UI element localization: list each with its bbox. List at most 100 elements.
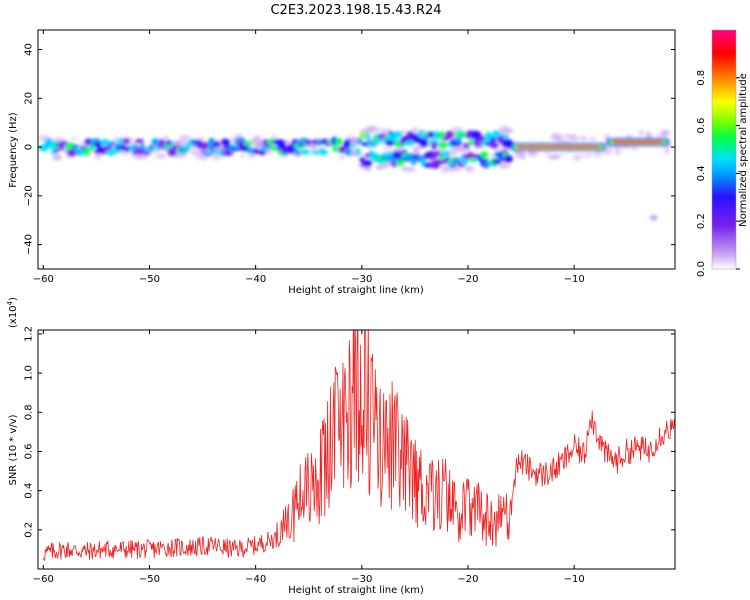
spectrogram-blob bbox=[470, 130, 482, 140]
spectrogram-blob bbox=[121, 138, 131, 145]
y-tick-label: −40 bbox=[24, 234, 35, 255]
spectrogram-blob bbox=[553, 133, 564, 142]
y-tick-label: 1.2 bbox=[24, 326, 35, 342]
spectrogram-blob bbox=[448, 148, 459, 155]
y-tick-label: 40 bbox=[24, 43, 35, 56]
spectrogram-blob bbox=[363, 159, 373, 167]
x-tick-label: −20 bbox=[457, 574, 478, 585]
spectrogram-blob bbox=[148, 145, 154, 150]
spectrogram-blob bbox=[318, 149, 329, 156]
spectrogram-blob bbox=[332, 145, 339, 152]
spectrogram-blob bbox=[293, 149, 302, 156]
x-tick-label: −10 bbox=[564, 574, 585, 585]
colorbar-tick-label: 0.2 bbox=[696, 213, 707, 229]
spectrogram-blob bbox=[660, 129, 671, 137]
spectrogram-blob bbox=[239, 154, 246, 158]
spectrogram-blob bbox=[629, 146, 640, 151]
x-tick-label: −30 bbox=[351, 274, 372, 285]
spectrogram-blob bbox=[480, 150, 489, 159]
spectrogram-blob bbox=[94, 151, 102, 160]
spectrogram-blob bbox=[462, 142, 470, 149]
snr-panel: −60 −50 −40 −30 −20 −10 0.2 0.4 0.6 0.8 1.0 1.2 He… bbox=[6, 297, 676, 596]
spectrogram-blob bbox=[649, 214, 658, 221]
spectrogram-blob bbox=[155, 153, 167, 159]
spectrogram-blob bbox=[364, 166, 373, 172]
y-tick-label: 1.0 bbox=[24, 365, 35, 381]
spectrogram-x-label: Height of straight line (km) bbox=[288, 285, 424, 296]
spectrogram-blob bbox=[431, 141, 438, 150]
spectrogram-blob bbox=[412, 145, 421, 153]
y-tick-label: 20 bbox=[24, 92, 35, 105]
spectrogram-blob bbox=[195, 154, 202, 160]
spectrogram-blob bbox=[385, 139, 396, 146]
spectrogram-blob bbox=[438, 141, 448, 149]
spectrogram-blob bbox=[231, 146, 242, 151]
spectrogram-blob bbox=[588, 137, 597, 141]
spectrogram-blob bbox=[467, 139, 475, 146]
snr-x-ticks: −60 −50 −40 −30 −20 −10 bbox=[33, 330, 585, 585]
spectrogram-blob bbox=[53, 155, 59, 159]
spectrogram-y-label: Frequency (Hz) bbox=[8, 112, 19, 188]
colorbar-gradient bbox=[711, 29, 737, 270]
spectrogram-blob bbox=[545, 152, 551, 156]
spectrogram-blob bbox=[419, 138, 429, 148]
spectrogram-blob bbox=[181, 145, 191, 152]
spectrogram-blob bbox=[375, 165, 382, 170]
spectrogram-band-core bbox=[611, 140, 664, 144]
spectrogram-blob bbox=[404, 140, 415, 147]
spectrogram-blob bbox=[139, 143, 145, 151]
x-tick-label: −30 bbox=[351, 574, 372, 585]
colorbar-tick-label: 0.0 bbox=[696, 261, 707, 277]
colorbar-ticks: 0.0 0.2 0.4 0.6 0.8 bbox=[696, 70, 740, 277]
spectrogram-panel: −60 −50 −40 −30 −20 −10 −40 −20 0 20 40 Height of… bbox=[8, 29, 676, 296]
spectrogram-blob bbox=[638, 129, 644, 137]
spectrogram-blob bbox=[151, 138, 160, 146]
y-tick-label: 0.4 bbox=[24, 483, 35, 499]
x-tick-label: −10 bbox=[564, 274, 585, 285]
spectrogram-blob bbox=[503, 154, 513, 163]
spectrogram-blob bbox=[134, 139, 145, 144]
snr-series-line bbox=[42, 330, 675, 561]
snr-frame bbox=[37, 329, 676, 570]
snr-y-ticks: 0.2 0.4 0.6 0.8 1.0 1.2 bbox=[24, 326, 675, 538]
x-tick-label: −60 bbox=[33, 274, 54, 285]
spectrogram-blob bbox=[603, 145, 613, 150]
spectrogram-blob bbox=[393, 131, 403, 139]
spectrogram-blob bbox=[444, 130, 455, 139]
colorbar-tick-label: 0.6 bbox=[696, 118, 707, 134]
snr-y-multiplier: (x104) bbox=[6, 297, 19, 328]
spectrogram-blob bbox=[489, 142, 499, 150]
spectrogram-blob bbox=[253, 149, 261, 154]
x-tick-label: −40 bbox=[245, 574, 266, 585]
spectrogram-blob bbox=[492, 159, 502, 165]
x-tick-label: −60 bbox=[33, 574, 54, 585]
spectrogram-blob bbox=[220, 138, 231, 146]
spectrogram-x-ticks: −60 −50 −40 −30 −20 −10 bbox=[33, 30, 585, 285]
spectrogram-frame bbox=[37, 29, 676, 270]
snr-y-label: SNR (10 * v/v) bbox=[8, 414, 19, 485]
spectrogram-blob bbox=[211, 154, 222, 161]
spectrogram-blob bbox=[400, 165, 409, 170]
spectrogram-y-ticks: −40 −20 0 20 40 bbox=[24, 43, 675, 255]
spectrogram-heatmap bbox=[38, 125, 672, 221]
spectrogram-blob bbox=[254, 134, 260, 143]
snr-x-label: Height of straight line (km) bbox=[288, 585, 424, 596]
y-tick-label: 0.2 bbox=[24, 522, 35, 538]
spectrogram-blob bbox=[412, 126, 418, 135]
colorbar-tick-label: 0.4 bbox=[696, 165, 707, 181]
spectrogram-blob bbox=[53, 136, 65, 143]
y-tick-label: 0 bbox=[24, 144, 35, 150]
spectrogram-blob bbox=[311, 150, 320, 155]
spectrogram-blob bbox=[339, 154, 344, 161]
y-tick-label: 0.8 bbox=[24, 404, 35, 420]
spectrogram-blob bbox=[615, 148, 621, 157]
spectrogram-blob bbox=[465, 165, 475, 173]
spectrogram-blob bbox=[365, 132, 371, 141]
figure-title: C2E3.2023.198.15.43.R24 bbox=[270, 3, 441, 18]
spectrogram-blob bbox=[335, 138, 343, 146]
colorbar: 0.0 0.2 0.4 0.6 0.8 Normalized spectral ampl… bbox=[696, 29, 749, 277]
x-tick-label: −40 bbox=[245, 274, 266, 285]
spectrogram-blob bbox=[276, 139, 286, 149]
spectrogram-blob bbox=[581, 149, 590, 158]
